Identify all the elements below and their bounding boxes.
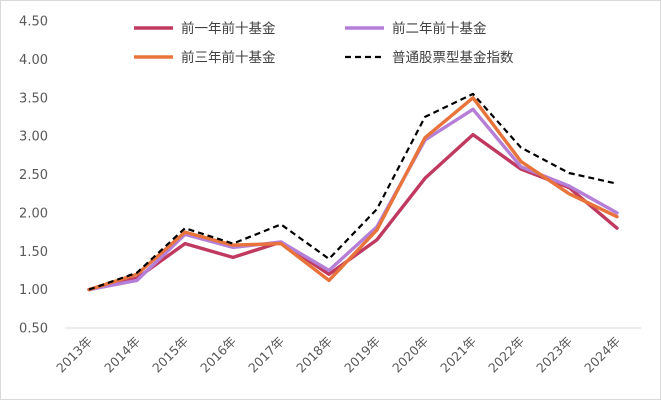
y-tick-label: 3.50 [19, 91, 48, 106]
y-tick-label: 4.00 [19, 53, 48, 68]
legend-item-4: 普通股票型基金指数 [345, 49, 514, 66]
x-tick-label: 2016年 [197, 334, 239, 376]
x-tick-label: 2024年 [581, 334, 623, 376]
y-tick-label: 1.00 [19, 283, 48, 298]
x-tick-label: 2021年 [437, 334, 479, 376]
y-tick-label: 3.00 [19, 130, 48, 145]
series-line-1 [87, 132, 619, 292]
y-tick-label: 4.50 [19, 15, 48, 30]
series-line-2 [87, 107, 619, 292]
series-line-4 [88, 92, 618, 291]
x-tick-label: 2020年 [389, 334, 431, 376]
x-tick-label: 2023年 [533, 334, 575, 376]
legend-label: 普通股票型基金指数 [392, 49, 514, 66]
x-tick-label: 2015年 [149, 334, 191, 376]
legend-item-3: 前三年前十基金 [134, 49, 276, 66]
x-tick-label: 2022年 [485, 334, 527, 376]
legend-item-2: 前二年前十基金 [345, 20, 487, 37]
x-tick-label: 2013年 [53, 334, 95, 376]
x-tick-label: 2019年 [341, 334, 383, 376]
x-tick-label: 2018年 [293, 334, 335, 376]
series-lines [87, 92, 619, 292]
legend-label: 前二年前十基金 [392, 20, 487, 37]
x-tick-label: 2017年 [245, 334, 287, 376]
y-tick-label: 1.50 [19, 245, 48, 260]
x-tick-label: 2014年 [101, 334, 143, 376]
y-tick-label: 2.50 [19, 168, 48, 183]
x-axis-tick-labels: 2013年 2014年 2015年 2016年 2017年 2018年 2019年 2020年… [53, 334, 623, 376]
legend-label: 前三年前十基金 [181, 49, 276, 66]
legend-item-1: 前一年前十基金 [134, 20, 276, 37]
series-line-3 [87, 96, 619, 292]
y-tick-label: 0.50 [19, 322, 48, 337]
y-axis-tick-labels: 0.50 1.00 1.50 2.00 2.50 3.00 3.50 4.00 4.50 [19, 15, 48, 337]
y-tick-label: 2.00 [19, 206, 48, 221]
legend-label: 前一年前十基金 [181, 20, 276, 37]
